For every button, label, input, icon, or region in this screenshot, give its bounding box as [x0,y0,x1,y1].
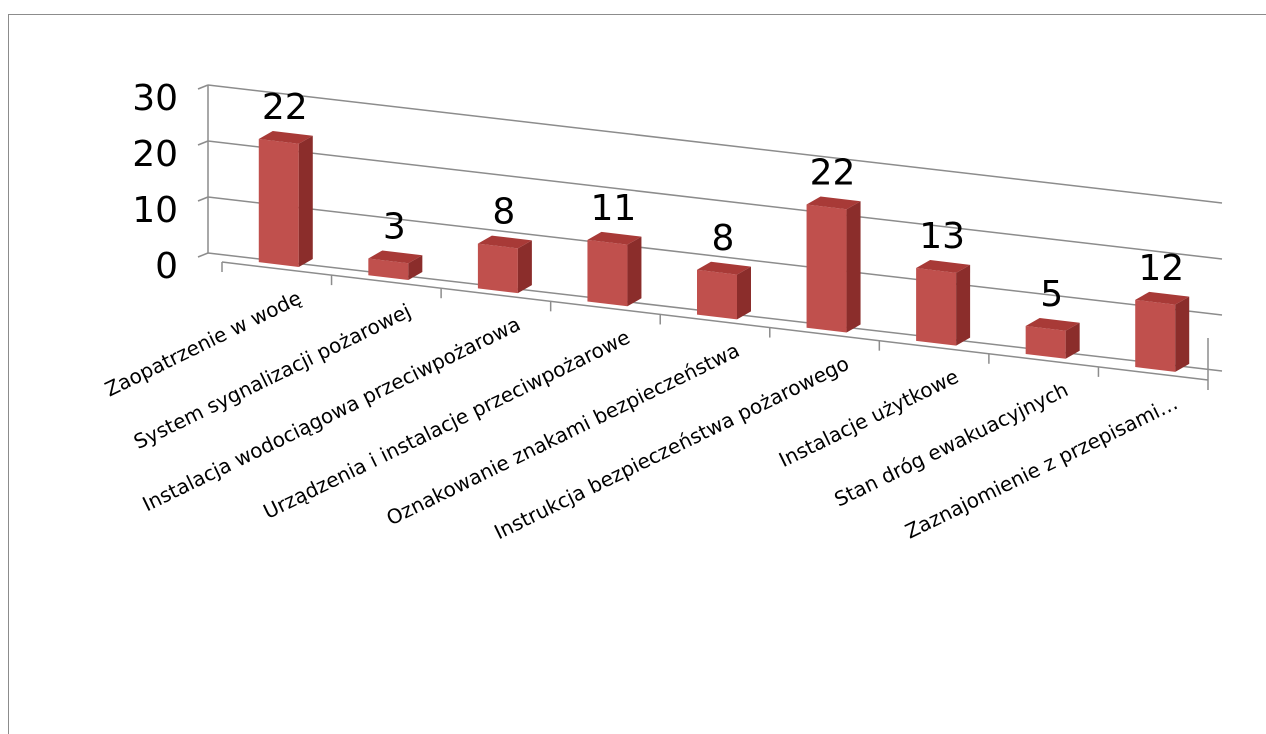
data-label: 11 [591,188,637,229]
gridline [207,84,1223,204]
data-label: 22 [810,153,856,194]
bar [1025,317,1080,359]
bar-side-face [517,240,532,294]
bar-top-face [806,196,861,210]
bars [258,130,1190,372]
bar [806,196,861,333]
bar-top-face [697,261,751,275]
bar [916,260,971,346]
bar-top-face [916,260,971,273]
data-label: 8 [492,192,515,233]
bar-front-face [477,243,518,294]
y-tick-label: 0 [155,246,178,287]
bar-side-face [408,255,423,281]
gridline [207,140,1223,260]
bar [477,235,532,294]
data-label: 22 [262,87,308,128]
y-tick-label: 10 [132,190,178,231]
x-axis-line [221,261,1209,381]
y-axis-tick [197,140,209,146]
data-labels: 22 3 8 11 8 22 13 5 12 [262,87,1184,315]
bar-front-face [697,269,737,320]
bar-front-face [916,268,957,346]
bar-front-face [806,204,847,333]
bar [368,250,423,281]
bar-front-face [1135,299,1176,372]
bar [258,130,313,267]
bar-top-face [1135,291,1190,305]
y-axis-tick [197,196,209,202]
bar-top-face [258,130,313,144]
bar-top-face [587,231,642,245]
bar-front-face [1025,325,1066,359]
bar-side-face [1065,322,1080,359]
data-label: 5 [1040,274,1063,315]
data-label: 13 [919,216,965,257]
y-axis-tick [197,84,209,90]
bar [587,231,642,307]
bar-side-face [846,201,861,333]
bar-top-face [477,235,532,249]
bar-side-face [627,236,642,307]
bar [697,261,751,320]
bar-chart-3d: 0 10 20 30 22 3 8 11 8 22 13 5 12 Zaopatrzenie w… [101,78,1223,544]
bar-front-face [258,138,299,267]
y-axis-ticks: 0 10 20 30 [132,78,178,287]
bar-top-face [368,250,423,264]
bar-side-face [298,135,313,267]
bar-top-face [1025,317,1080,331]
bar [1135,291,1190,372]
data-label: 8 [712,218,735,259]
bar-side-face [1175,296,1190,372]
gridline [207,196,1223,316]
bar-side-face [737,266,751,320]
y-axis-tick [197,252,209,258]
data-label: 3 [383,206,406,247]
bar-front-face [587,239,628,307]
bar-side-face [956,264,971,346]
data-label: 12 [1138,248,1184,289]
chart-frame [8,14,1266,734]
y-tick-label: 20 [132,134,178,175]
category-label: Stan dróg ewakuacyjnych [830,377,1071,511]
y-tick-label: 30 [132,78,178,119]
bar-front-face [368,258,409,281]
